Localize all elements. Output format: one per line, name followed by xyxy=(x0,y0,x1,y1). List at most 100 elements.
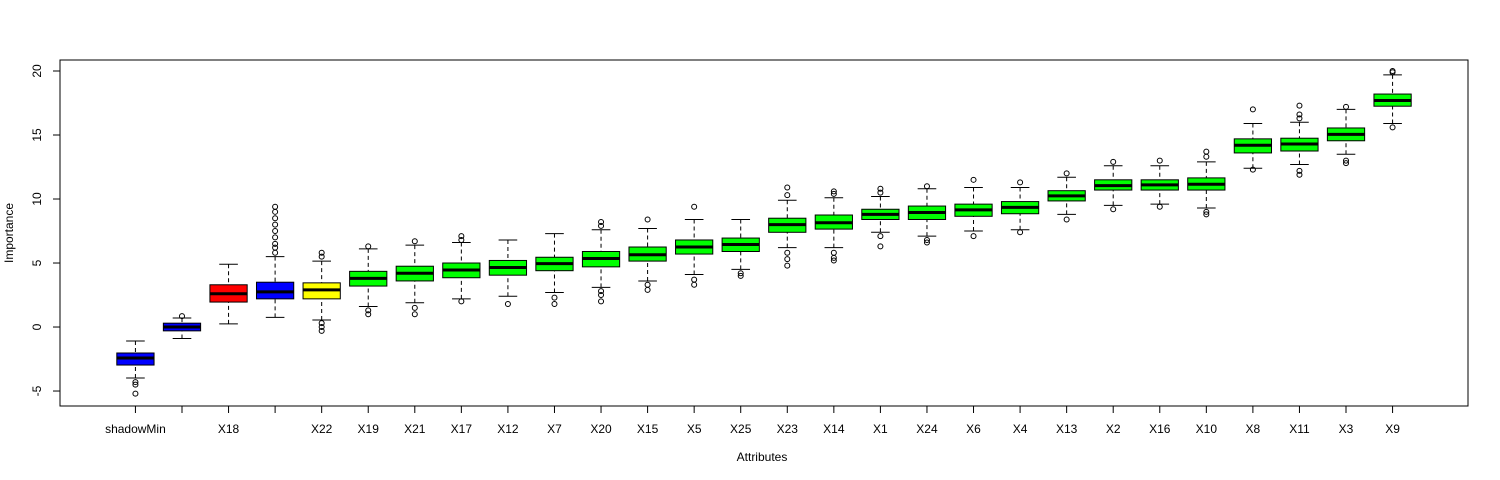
x-tick-label: X4 xyxy=(1013,422,1028,436)
outlier xyxy=(1249,166,1256,173)
x-tick-label: X2 xyxy=(1106,422,1121,436)
outlier xyxy=(970,176,977,183)
outlier xyxy=(1156,157,1163,164)
outlier xyxy=(318,320,325,327)
x-tick-label: X23 xyxy=(777,422,799,436)
outlier xyxy=(830,254,837,261)
outlier xyxy=(1203,148,1210,155)
outlier xyxy=(1110,158,1117,165)
outlier xyxy=(923,183,930,190)
x-tick-label: X18 xyxy=(218,422,240,436)
x-tick-label: X5 xyxy=(687,422,702,436)
x-tick-label: X16 xyxy=(1149,422,1171,436)
y-tick-label: 10 xyxy=(30,192,44,206)
y-tick-label: 0 xyxy=(30,323,44,330)
outlier xyxy=(598,298,605,305)
outlier xyxy=(1203,208,1210,215)
outlier xyxy=(551,294,558,301)
outlier xyxy=(877,189,884,196)
x-tick-label: X20 xyxy=(590,422,612,436)
outlier xyxy=(1389,68,1396,75)
x-tick-label: X9 xyxy=(1385,422,1400,436)
x-tick-label: X24 xyxy=(916,422,938,436)
x-tick-label: X22 xyxy=(311,422,333,436)
x-tick-label: X25 xyxy=(730,422,752,436)
outlier xyxy=(970,233,977,240)
outlier xyxy=(1203,211,1210,218)
outlier xyxy=(877,233,884,240)
y-axis-title: Importance xyxy=(2,203,16,263)
outlier xyxy=(551,300,558,307)
outlier xyxy=(132,390,139,397)
x-tick-label: X21 xyxy=(404,422,426,436)
outlier xyxy=(365,243,372,250)
outlier xyxy=(1249,106,1256,113)
outlier xyxy=(784,262,791,269)
x-tick-label: X10 xyxy=(1196,422,1218,436)
outlier xyxy=(923,236,930,243)
outlier xyxy=(132,381,139,388)
outlier xyxy=(272,228,279,235)
y-tick-label: 5 xyxy=(30,259,44,266)
outlier xyxy=(272,244,279,251)
outlier xyxy=(318,324,325,331)
x-tick-label: X6 xyxy=(966,422,981,436)
outlier xyxy=(784,192,791,199)
outlier xyxy=(691,281,698,288)
outlier xyxy=(830,188,837,195)
outlier xyxy=(598,288,605,295)
outlier xyxy=(458,298,465,305)
x-tick-label: X19 xyxy=(358,422,380,436)
outlier xyxy=(737,272,744,279)
x-tick-label: X1 xyxy=(873,422,888,436)
outlier xyxy=(598,222,605,229)
x-tick-label: X17 xyxy=(451,422,473,436)
outlier xyxy=(691,203,698,210)
outlier xyxy=(1343,157,1350,164)
outlier xyxy=(272,208,279,215)
outlier xyxy=(1296,171,1303,178)
outlier xyxy=(1017,179,1024,186)
outlier xyxy=(318,253,325,260)
outlier xyxy=(365,307,372,314)
y-tick-label: 20 xyxy=(30,64,44,78)
outlier xyxy=(458,233,465,240)
x-tick-label: X8 xyxy=(1246,422,1261,436)
x-tick-label: X7 xyxy=(547,422,562,436)
outlier xyxy=(318,249,325,256)
outlier xyxy=(411,311,418,318)
x-tick-label: X15 xyxy=(637,422,659,436)
x-axis-title: Attributes xyxy=(737,450,788,464)
outlier xyxy=(737,270,744,277)
x-tick-label: X3 xyxy=(1339,422,1354,436)
outlier xyxy=(1156,203,1163,210)
outlier xyxy=(411,304,418,311)
outlier xyxy=(923,239,930,246)
outlier xyxy=(830,249,837,256)
outlier xyxy=(272,234,279,241)
outlier xyxy=(877,185,884,192)
outlier xyxy=(272,221,279,228)
outlier xyxy=(877,243,884,250)
x-tick-label: X11 xyxy=(1289,422,1310,436)
outlier xyxy=(644,281,651,288)
outlier xyxy=(1343,160,1350,167)
x-tick-label: X12 xyxy=(497,422,519,436)
outlier xyxy=(1296,115,1303,122)
outlier xyxy=(1389,124,1396,131)
outlier xyxy=(1017,229,1024,236)
outlier xyxy=(1063,216,1070,223)
outlier xyxy=(132,379,139,386)
outlier xyxy=(1296,102,1303,109)
outlier xyxy=(1296,167,1303,174)
outlier xyxy=(784,184,791,191)
outlier xyxy=(1343,103,1350,110)
outlier xyxy=(598,219,605,226)
x-tick-label: shadowMin xyxy=(105,422,166,436)
outlier xyxy=(830,257,837,264)
outlier xyxy=(598,292,605,299)
outlier xyxy=(1203,153,1210,160)
plot-frame xyxy=(59,59,1469,407)
